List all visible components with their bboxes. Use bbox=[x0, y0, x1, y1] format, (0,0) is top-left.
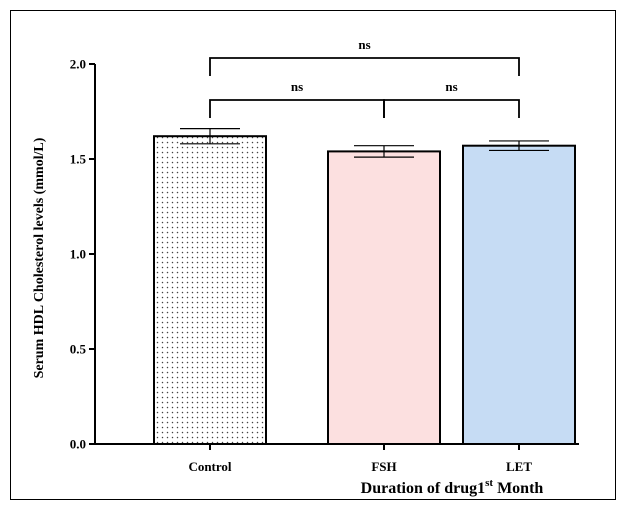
x-axis-label-number: 1 bbox=[477, 480, 485, 497]
y-tick-label: 1.0 bbox=[70, 247, 86, 262]
x-axis-label: Duration of drug1st Month bbox=[361, 477, 544, 497]
x-tick-label-fsh: FSH bbox=[371, 459, 396, 474]
bar-let bbox=[462, 144, 576, 445]
x-axis-label-main: Duration of drug bbox=[361, 480, 477, 497]
significance-label: ns bbox=[358, 37, 370, 52]
significance-bracket bbox=[383, 99, 520, 118]
bar-chart: 0.0 0.5 1.0 1.5 2.0 Control FSH LET ns ns ns Seru… bbox=[32, 37, 579, 497]
significance-bracket bbox=[209, 57, 520, 76]
chart-frame: 0.0 0.5 1.0 1.5 2.0 Control FSH LET ns ns ns Seru… bbox=[10, 10, 616, 500]
significance-label: ns bbox=[445, 79, 457, 94]
bar-control bbox=[153, 135, 267, 445]
y-tick-label: 0.0 bbox=[70, 437, 86, 452]
y-tick-label: 1.5 bbox=[70, 152, 87, 167]
x-axis-label-tail: Month bbox=[493, 480, 543, 497]
significance-bracket bbox=[209, 99, 385, 118]
y-axis-label: Serum HDL Cholesterol levels (mmol/L) bbox=[32, 137, 47, 378]
bar-fsh bbox=[327, 150, 441, 445]
significance-label: ns bbox=[291, 79, 303, 94]
y-tick-label: 0.5 bbox=[70, 342, 87, 357]
x-tick-label-control: Control bbox=[188, 459, 231, 474]
y-tick-label: 2.0 bbox=[70, 57, 86, 72]
x-tick-label-let: LET bbox=[506, 459, 532, 474]
x-axis-label-superscript: st bbox=[485, 477, 493, 489]
